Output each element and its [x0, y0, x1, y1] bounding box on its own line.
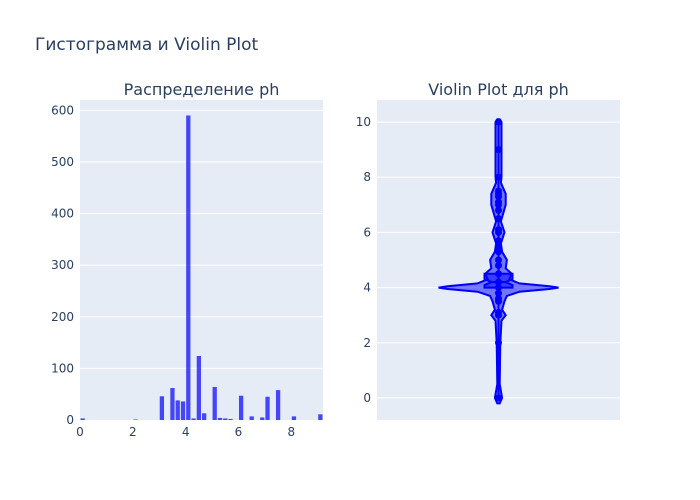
violin-point	[495, 262, 502, 270]
histogram-y-tick-label: 100	[51, 361, 74, 375]
violin-point	[495, 226, 502, 234]
histogram-y-tick-label: 0	[66, 413, 74, 427]
histogram-gridlines	[80, 109, 323, 369]
violin-point	[495, 242, 502, 250]
violin-point	[495, 118, 502, 126]
violin-y-tick-label: 0	[363, 391, 371, 405]
histogram-plot-area	[80, 100, 323, 420]
histogram-bar	[159, 396, 165, 420]
violin-y-tick-label: 6	[363, 225, 371, 239]
histogram-bar	[196, 356, 201, 420]
violin-y-tick-label: 2	[363, 336, 371, 350]
violin-panel: 0 2 4 6 8 10 Violin Plot для ph	[356, 80, 620, 420]
histogram-bar	[228, 418, 233, 420]
histogram-y-ticks: 0 100 200 300 400 500 600	[51, 103, 74, 427]
histogram-bar	[202, 413, 207, 420]
violin-point	[495, 206, 502, 214]
violin-point	[495, 339, 502, 347]
histogram-x-tick-label: 6	[235, 425, 243, 439]
violin-point	[495, 284, 502, 292]
figure-title: Гистограмма и Violin Plot	[35, 35, 259, 55]
histogram-x-tick-label: 0	[76, 425, 84, 439]
histogram-x-ticks: 0 2 4 6 8	[76, 425, 295, 439]
histogram-bar	[175, 400, 180, 420]
histogram-bar	[318, 414, 323, 420]
violin-y-tick-label: 8	[363, 170, 371, 184]
histogram-bar	[260, 417, 265, 420]
histogram-bar	[265, 396, 270, 420]
violin-point	[495, 198, 502, 206]
violin-point	[495, 394, 502, 402]
violin-point	[495, 256, 502, 264]
histogram-y-tick-label: 600	[51, 103, 74, 117]
violin-point	[495, 295, 502, 303]
histogram-y-tick-label: 400	[51, 207, 74, 221]
histogram-bar	[186, 115, 191, 420]
histogram-bar	[275, 390, 281, 420]
violin-point	[495, 146, 502, 154]
violin-y-tick-label: 4	[363, 281, 371, 295]
histogram-y-tick-label: 500	[51, 155, 74, 169]
histogram-bar	[291, 416, 297, 420]
violin-y-ticks: 0 2 4 6 8 10	[356, 115, 371, 405]
histogram-bar	[212, 386, 217, 420]
violin-shape-group	[438, 118, 559, 405]
violin-point	[495, 278, 502, 286]
histogram-bar	[133, 419, 138, 420]
histogram-bar	[249, 416, 254, 420]
violin-point	[495, 308, 502, 316]
histogram-bar	[238, 395, 244, 420]
violin-point	[495, 173, 502, 181]
histogram-title: Распределение ph	[124, 80, 280, 99]
histogram-bar	[180, 401, 186, 420]
violin-point	[495, 215, 502, 223]
histogram-x-tick-label: 2	[129, 425, 137, 439]
violin-point	[495, 237, 502, 245]
violin-point	[495, 270, 502, 278]
violin-title: Violin Plot для ph	[428, 80, 568, 99]
histogram-bar	[80, 418, 85, 420]
violin-y-tick-label: 10	[356, 115, 371, 129]
violin-point	[495, 248, 502, 256]
histogram-bars	[80, 115, 323, 420]
histogram-bar	[217, 417, 223, 420]
histogram-x-tick-label: 4	[182, 425, 190, 439]
histogram-bar	[223, 418, 228, 420]
violin-point	[495, 187, 502, 195]
histogram-panel: 0 100 200 300 400 500 600 0 2 4 6 8 Распределение …	[51, 80, 323, 439]
histogram-y-tick-label: 300	[51, 258, 74, 272]
violin-point	[495, 289, 502, 297]
histogram-y-tick-label: 200	[51, 310, 74, 324]
histogram-x-tick-label: 8	[287, 425, 295, 439]
histogram-bar	[191, 418, 196, 420]
histogram-bar	[170, 388, 175, 420]
